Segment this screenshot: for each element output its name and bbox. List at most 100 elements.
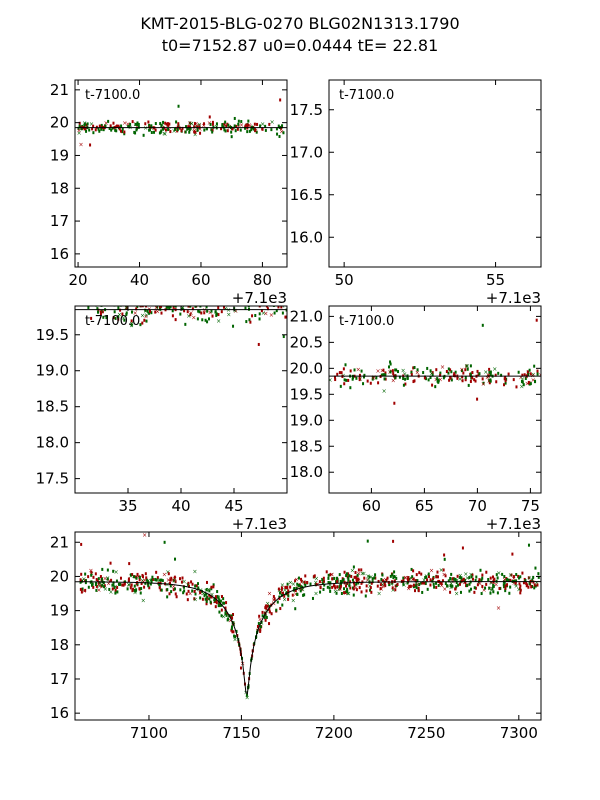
data-point-green xyxy=(191,301,193,304)
outlier-point: × xyxy=(129,323,134,330)
data-point-red xyxy=(454,587,457,591)
outlier-point: × xyxy=(314,591,319,598)
data-point-red xyxy=(464,580,467,584)
data-point-green xyxy=(199,306,202,308)
data-point-red xyxy=(355,579,358,583)
outlier-point: × xyxy=(455,577,460,584)
data-point-red xyxy=(521,571,524,575)
x-tick-label: 20 xyxy=(69,271,88,289)
data-point-green xyxy=(426,587,429,591)
data-point-green xyxy=(415,586,418,590)
data-point-red xyxy=(408,585,411,589)
data-point-green xyxy=(520,379,523,383)
data-point-red xyxy=(185,592,188,596)
data-point-green xyxy=(204,318,207,322)
data-point-green xyxy=(309,582,312,586)
data-point-red xyxy=(303,580,306,584)
data-point-green xyxy=(455,585,458,589)
data-point-green xyxy=(524,376,527,380)
data-point-red xyxy=(87,575,90,579)
data-point-green xyxy=(245,320,248,324)
y-tick-label: 18 xyxy=(50,179,69,197)
y-tick-label: 17 xyxy=(50,670,69,688)
data-point-red xyxy=(485,570,488,574)
data-point-green xyxy=(299,589,302,593)
data-point-green xyxy=(211,130,214,134)
data-point-red xyxy=(504,584,507,588)
data-point-green xyxy=(410,567,413,571)
data-point-green xyxy=(478,372,481,376)
data-point-red xyxy=(172,306,175,309)
data-point-green xyxy=(237,122,240,126)
data-point-green xyxy=(342,578,345,582)
y-tick-label: 20 xyxy=(50,567,69,585)
data-point-green xyxy=(449,576,452,580)
outlier-point: × xyxy=(291,597,296,604)
data-point-green xyxy=(413,584,416,588)
data-point-red xyxy=(379,583,382,587)
data-point-green xyxy=(509,585,512,589)
data-point-green xyxy=(80,127,83,131)
data-point-green xyxy=(114,316,117,320)
data-point-red xyxy=(492,575,495,579)
data-point-green xyxy=(491,587,494,591)
outlier-point: × xyxy=(140,577,145,584)
plot-area: ××××××××××××××××××××××××××××××××××××××××… xyxy=(75,532,541,701)
data-point-red xyxy=(79,578,82,582)
data-point-red xyxy=(517,574,520,578)
data-point-red xyxy=(268,610,271,614)
data-point-green xyxy=(347,578,350,582)
data-point-red xyxy=(254,128,257,132)
data-point-green xyxy=(426,366,429,370)
data-point-red xyxy=(498,587,501,591)
data-point-red xyxy=(203,311,206,315)
outlier-point: × xyxy=(194,586,199,593)
data-point-green xyxy=(447,579,450,583)
data-point-green xyxy=(362,375,365,379)
data-point-green xyxy=(321,578,324,582)
data-point-red xyxy=(319,585,322,589)
outlier-point: × xyxy=(82,577,87,584)
data-point-green xyxy=(97,577,100,581)
data-point-red xyxy=(280,126,283,130)
data-point-red xyxy=(178,577,181,581)
outlier-point: × xyxy=(401,367,406,374)
data-point-red xyxy=(462,371,465,375)
data-point-green xyxy=(134,122,137,126)
data-point-green xyxy=(120,124,123,128)
data-point-green xyxy=(454,578,457,582)
data-point-red xyxy=(347,572,350,576)
outlier-point: × xyxy=(527,575,532,582)
outlier-point: × xyxy=(126,581,131,588)
data-point-green xyxy=(84,579,87,583)
data-point-green xyxy=(183,585,186,589)
data-point-red xyxy=(80,572,83,576)
data-point-green xyxy=(230,130,233,134)
data-point-green xyxy=(208,597,211,601)
data-point-red xyxy=(257,342,260,346)
data-point-red xyxy=(471,573,474,577)
data-point-green xyxy=(420,581,423,585)
panel-mid-right: ××××××××××××××××××××××××××××××××××××××××… xyxy=(290,305,542,533)
data-point-green xyxy=(503,585,506,589)
data-point-green xyxy=(297,576,300,580)
data-point-red xyxy=(322,579,325,583)
data-point-green xyxy=(137,122,140,126)
data-point-green xyxy=(528,368,531,372)
data-point-green xyxy=(270,128,273,132)
outlier-point: × xyxy=(233,308,238,315)
x-offset-label: +7.1e3 xyxy=(486,515,541,533)
data-point-green xyxy=(275,127,278,131)
outlier-point: × xyxy=(464,363,469,370)
data-point-red xyxy=(174,318,177,322)
data-point-red xyxy=(417,586,420,590)
data-point-green xyxy=(480,592,483,596)
data-point-green xyxy=(111,126,114,130)
data-point-red xyxy=(283,594,286,598)
data-point-red xyxy=(117,124,120,128)
data-point-red xyxy=(285,586,288,590)
y-tick-label: 19 xyxy=(50,602,69,620)
data-point-green xyxy=(368,575,371,579)
panel-annotation: t-7100.0 xyxy=(339,314,394,329)
data-point-red xyxy=(287,589,290,593)
